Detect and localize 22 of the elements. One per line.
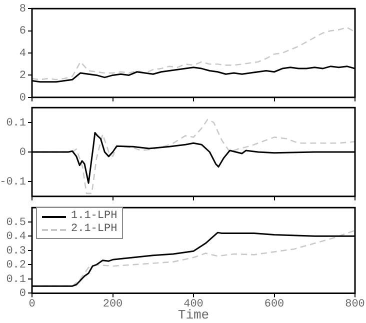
y-tick-label: 0.1	[6, 274, 26, 286]
y-tick-label: 4	[19, 48, 26, 60]
y-tick-label: -0.1	[0, 176, 26, 189]
legend-label: 2.1-LPH	[71, 223, 118, 236]
y-tick-label: 0	[19, 146, 26, 159]
x-tick-label: 200	[102, 298, 123, 311]
y-tick-label: 0.3	[6, 245, 26, 258]
y-tick-label: 0.5	[6, 216, 26, 229]
y-tick-label: 8	[19, 4, 26, 16]
y-tick-label: 0.4	[6, 231, 26, 244]
y-tick-label: 0.1	[6, 117, 26, 130]
legend-label: 1.1-LPH	[71, 210, 118, 223]
x-tick-label: 0	[28, 298, 36, 311]
y-tick-label: 2	[19, 70, 26, 82]
y-tick-label: 6	[19, 26, 26, 38]
x-tick-label: 800	[345, 298, 365, 311]
y-tick-label: 0	[19, 288, 26, 300]
y-tick-label: 0.2	[6, 260, 26, 272]
x-axis-title: Time	[178, 308, 210, 323]
line-series	[32, 26, 355, 80]
x-tick-label: 600	[264, 298, 284, 311]
y-tick-label: 0	[19, 92, 26, 104]
